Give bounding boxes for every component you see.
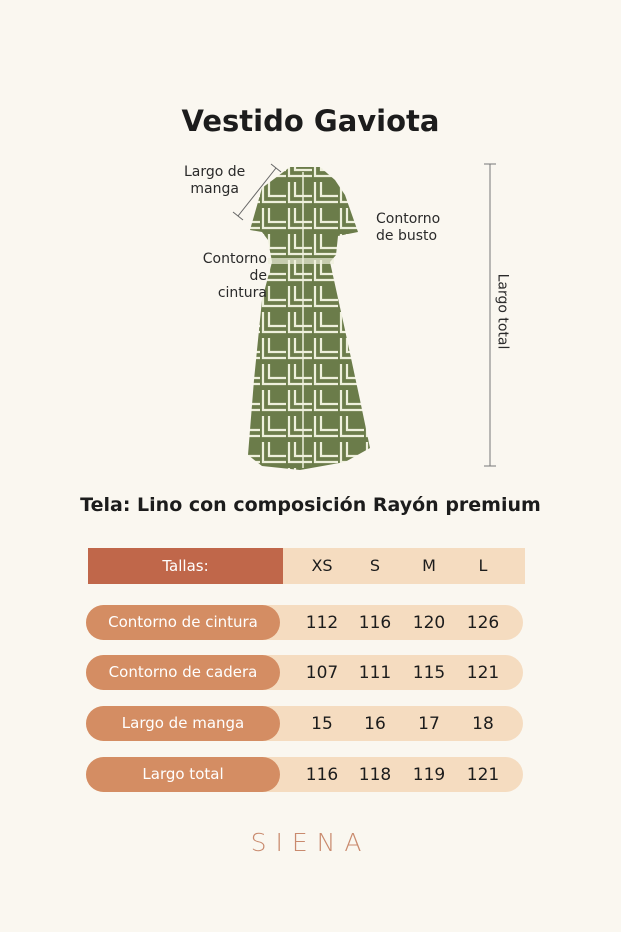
sleeve-label-line: manga bbox=[190, 181, 239, 197]
size-table-header: Tallas: XS S M L bbox=[88, 548, 525, 584]
row-label: Contorno de cadera bbox=[86, 655, 280, 690]
cell: 118 bbox=[358, 765, 392, 785]
sleeve-label: Largo de manga bbox=[184, 164, 245, 198]
cell: 16 bbox=[364, 714, 386, 734]
table-row: Largo total 116 118 119 121 bbox=[86, 757, 523, 792]
size-l: L bbox=[478, 556, 488, 575]
cell: 18 bbox=[472, 714, 494, 734]
cell: 111 bbox=[358, 663, 392, 683]
bust-label: Contorno de busto bbox=[376, 211, 440, 245]
cell: 120 bbox=[412, 613, 446, 633]
page-title: Vestido Gaviota bbox=[181, 104, 440, 138]
row-label: Largo total bbox=[86, 757, 280, 792]
size-m: M bbox=[422, 556, 436, 575]
cell: 112 bbox=[305, 613, 339, 633]
sleeve-label-line: Largo de bbox=[184, 164, 246, 180]
size-s: S bbox=[369, 556, 381, 575]
cell: 17 bbox=[418, 714, 440, 734]
total-length-label: Largo total bbox=[494, 273, 511, 350]
cell: 121 bbox=[466, 663, 500, 683]
waist-label-line: de cintura bbox=[217, 268, 267, 301]
cell: 107 bbox=[305, 663, 339, 683]
fabric-description: Tela: Lino con composición Rayón premium bbox=[80, 494, 541, 516]
dress-shape bbox=[248, 167, 370, 470]
cell: 126 bbox=[466, 613, 500, 633]
sizes-label: Tallas: bbox=[88, 548, 283, 584]
bust-label-line: de busto bbox=[376, 228, 438, 244]
row-label: Largo de manga bbox=[86, 706, 280, 741]
brand-logo: SIENA bbox=[250, 828, 371, 857]
waist-label-line: Contorno bbox=[202, 251, 267, 267]
cell: 116 bbox=[358, 613, 392, 633]
cell: 115 bbox=[412, 663, 446, 683]
table-row: Contorno de cadera 107 111 115 121 bbox=[86, 655, 523, 690]
size-xs: XS bbox=[311, 556, 333, 575]
row-label: Contorno de cintura bbox=[86, 605, 280, 640]
cell: 119 bbox=[412, 765, 446, 785]
cell: 121 bbox=[466, 765, 500, 785]
table-row: Contorno de cintura 112 116 120 126 bbox=[86, 605, 523, 640]
cell: 116 bbox=[305, 765, 339, 785]
cell: 15 bbox=[311, 714, 333, 734]
sleeve-measure-line bbox=[237, 167, 277, 217]
bust-label-line: Contorno bbox=[376, 211, 441, 227]
waist-label: Contorno de cintura bbox=[197, 251, 267, 302]
table-row: Largo de manga 15 16 17 18 bbox=[86, 706, 523, 741]
